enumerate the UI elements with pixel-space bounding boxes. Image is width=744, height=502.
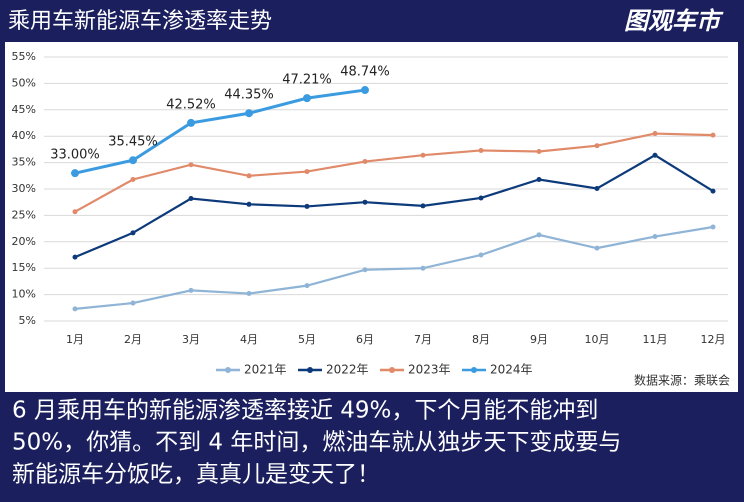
legend-dot (389, 367, 395, 373)
point (245, 109, 253, 118)
y-tick-label: 40% (12, 129, 36, 142)
y-tick-label: 25% (12, 208, 36, 221)
data-label: 33.00% (50, 148, 100, 163)
series-line (74, 153, 714, 259)
caption-line: 新能源车分饭吃，真真儿是变天了！ (12, 462, 380, 488)
point (130, 300, 136, 306)
y-tick-label: 10% (12, 288, 36, 301)
series-line (74, 88, 366, 175)
series-line (74, 225, 714, 310)
point (72, 254, 78, 260)
point (594, 245, 600, 251)
series-line (74, 132, 714, 213)
point (710, 132, 716, 138)
y-tick-label: 20% (12, 235, 36, 248)
y-tick-label: 45% (12, 103, 36, 116)
x-tick-label: 1月 (66, 333, 84, 346)
x-tick-label: 4月 (240, 333, 258, 346)
caption-line: 50%，你猜。不到 4 年时间，燃油车就从独步天下变成要与 (12, 430, 621, 456)
point (478, 252, 484, 258)
point (594, 143, 600, 149)
point (188, 287, 194, 293)
y-tick-label: 55% (12, 50, 36, 63)
x-tick-label: 10月 (585, 333, 610, 346)
point (478, 195, 484, 201)
point (72, 306, 78, 312)
x-tick-label: 9月 (530, 333, 548, 346)
point (246, 291, 252, 297)
point (478, 147, 484, 153)
x-tick-label: 5月 (298, 333, 316, 346)
x-tick-label: 12月 (701, 333, 726, 346)
point (710, 188, 716, 194)
point (362, 199, 368, 205)
point (536, 232, 542, 238)
legend-dot (225, 367, 231, 373)
point (420, 152, 426, 158)
point (130, 230, 136, 236)
logo: 图观车市 (624, 7, 724, 35)
poster-title: 乘用车新能源车渗透率走势 (8, 9, 272, 34)
legend-label: 2024年 (490, 363, 533, 377)
point (420, 203, 426, 209)
legend-label: 2021年 (244, 363, 287, 377)
caption-line: 6 月乘用车的新能源渗透率接近 49%，下个月能不能冲到 (12, 398, 598, 424)
point (652, 234, 658, 240)
point (187, 118, 195, 127)
point (710, 224, 716, 230)
point (420, 265, 426, 271)
data-label: 47.21% (282, 73, 332, 88)
point (246, 173, 252, 179)
point (130, 176, 136, 182)
source: 数据来源：乘联会 (634, 373, 730, 388)
point (129, 156, 137, 165)
point (536, 149, 542, 155)
y-tick-label: 5% (19, 314, 36, 327)
point (362, 267, 368, 273)
y-tick-label: 35% (12, 156, 36, 169)
point (188, 162, 194, 168)
point (361, 86, 369, 95)
x-tick-label: 8月 (472, 333, 490, 346)
point (188, 196, 194, 202)
point (536, 176, 542, 182)
chart-panel (5, 42, 738, 392)
point (303, 94, 311, 103)
data-label: 44.35% (224, 88, 274, 103)
x-tick-label: 6月 (356, 333, 374, 346)
point (304, 203, 310, 209)
point (594, 185, 600, 191)
point (652, 131, 658, 137)
point (72, 209, 78, 215)
x-tick-label: 2月 (124, 333, 142, 346)
point (652, 152, 658, 158)
legend-label: 2022年 (326, 363, 369, 377)
data-label: 35.45% (108, 135, 158, 150)
y-tick-label: 15% (12, 261, 36, 274)
legend-dot (471, 367, 477, 373)
point (362, 159, 368, 165)
point (304, 169, 310, 175)
data-label: 42.52% (166, 97, 216, 112)
x-tick-label: 3月 (182, 333, 200, 346)
legend-dot (307, 367, 313, 373)
data-label: 48.74% (340, 65, 390, 80)
point (246, 201, 252, 207)
x-tick-label: 7月 (414, 333, 432, 346)
point (304, 283, 310, 289)
y-tick-label: 30% (12, 182, 36, 195)
legend-label: 2023年 (408, 363, 451, 377)
x-tick-label: 11月 (643, 333, 668, 346)
point (71, 169, 79, 178)
y-tick-label: 50% (12, 76, 36, 89)
